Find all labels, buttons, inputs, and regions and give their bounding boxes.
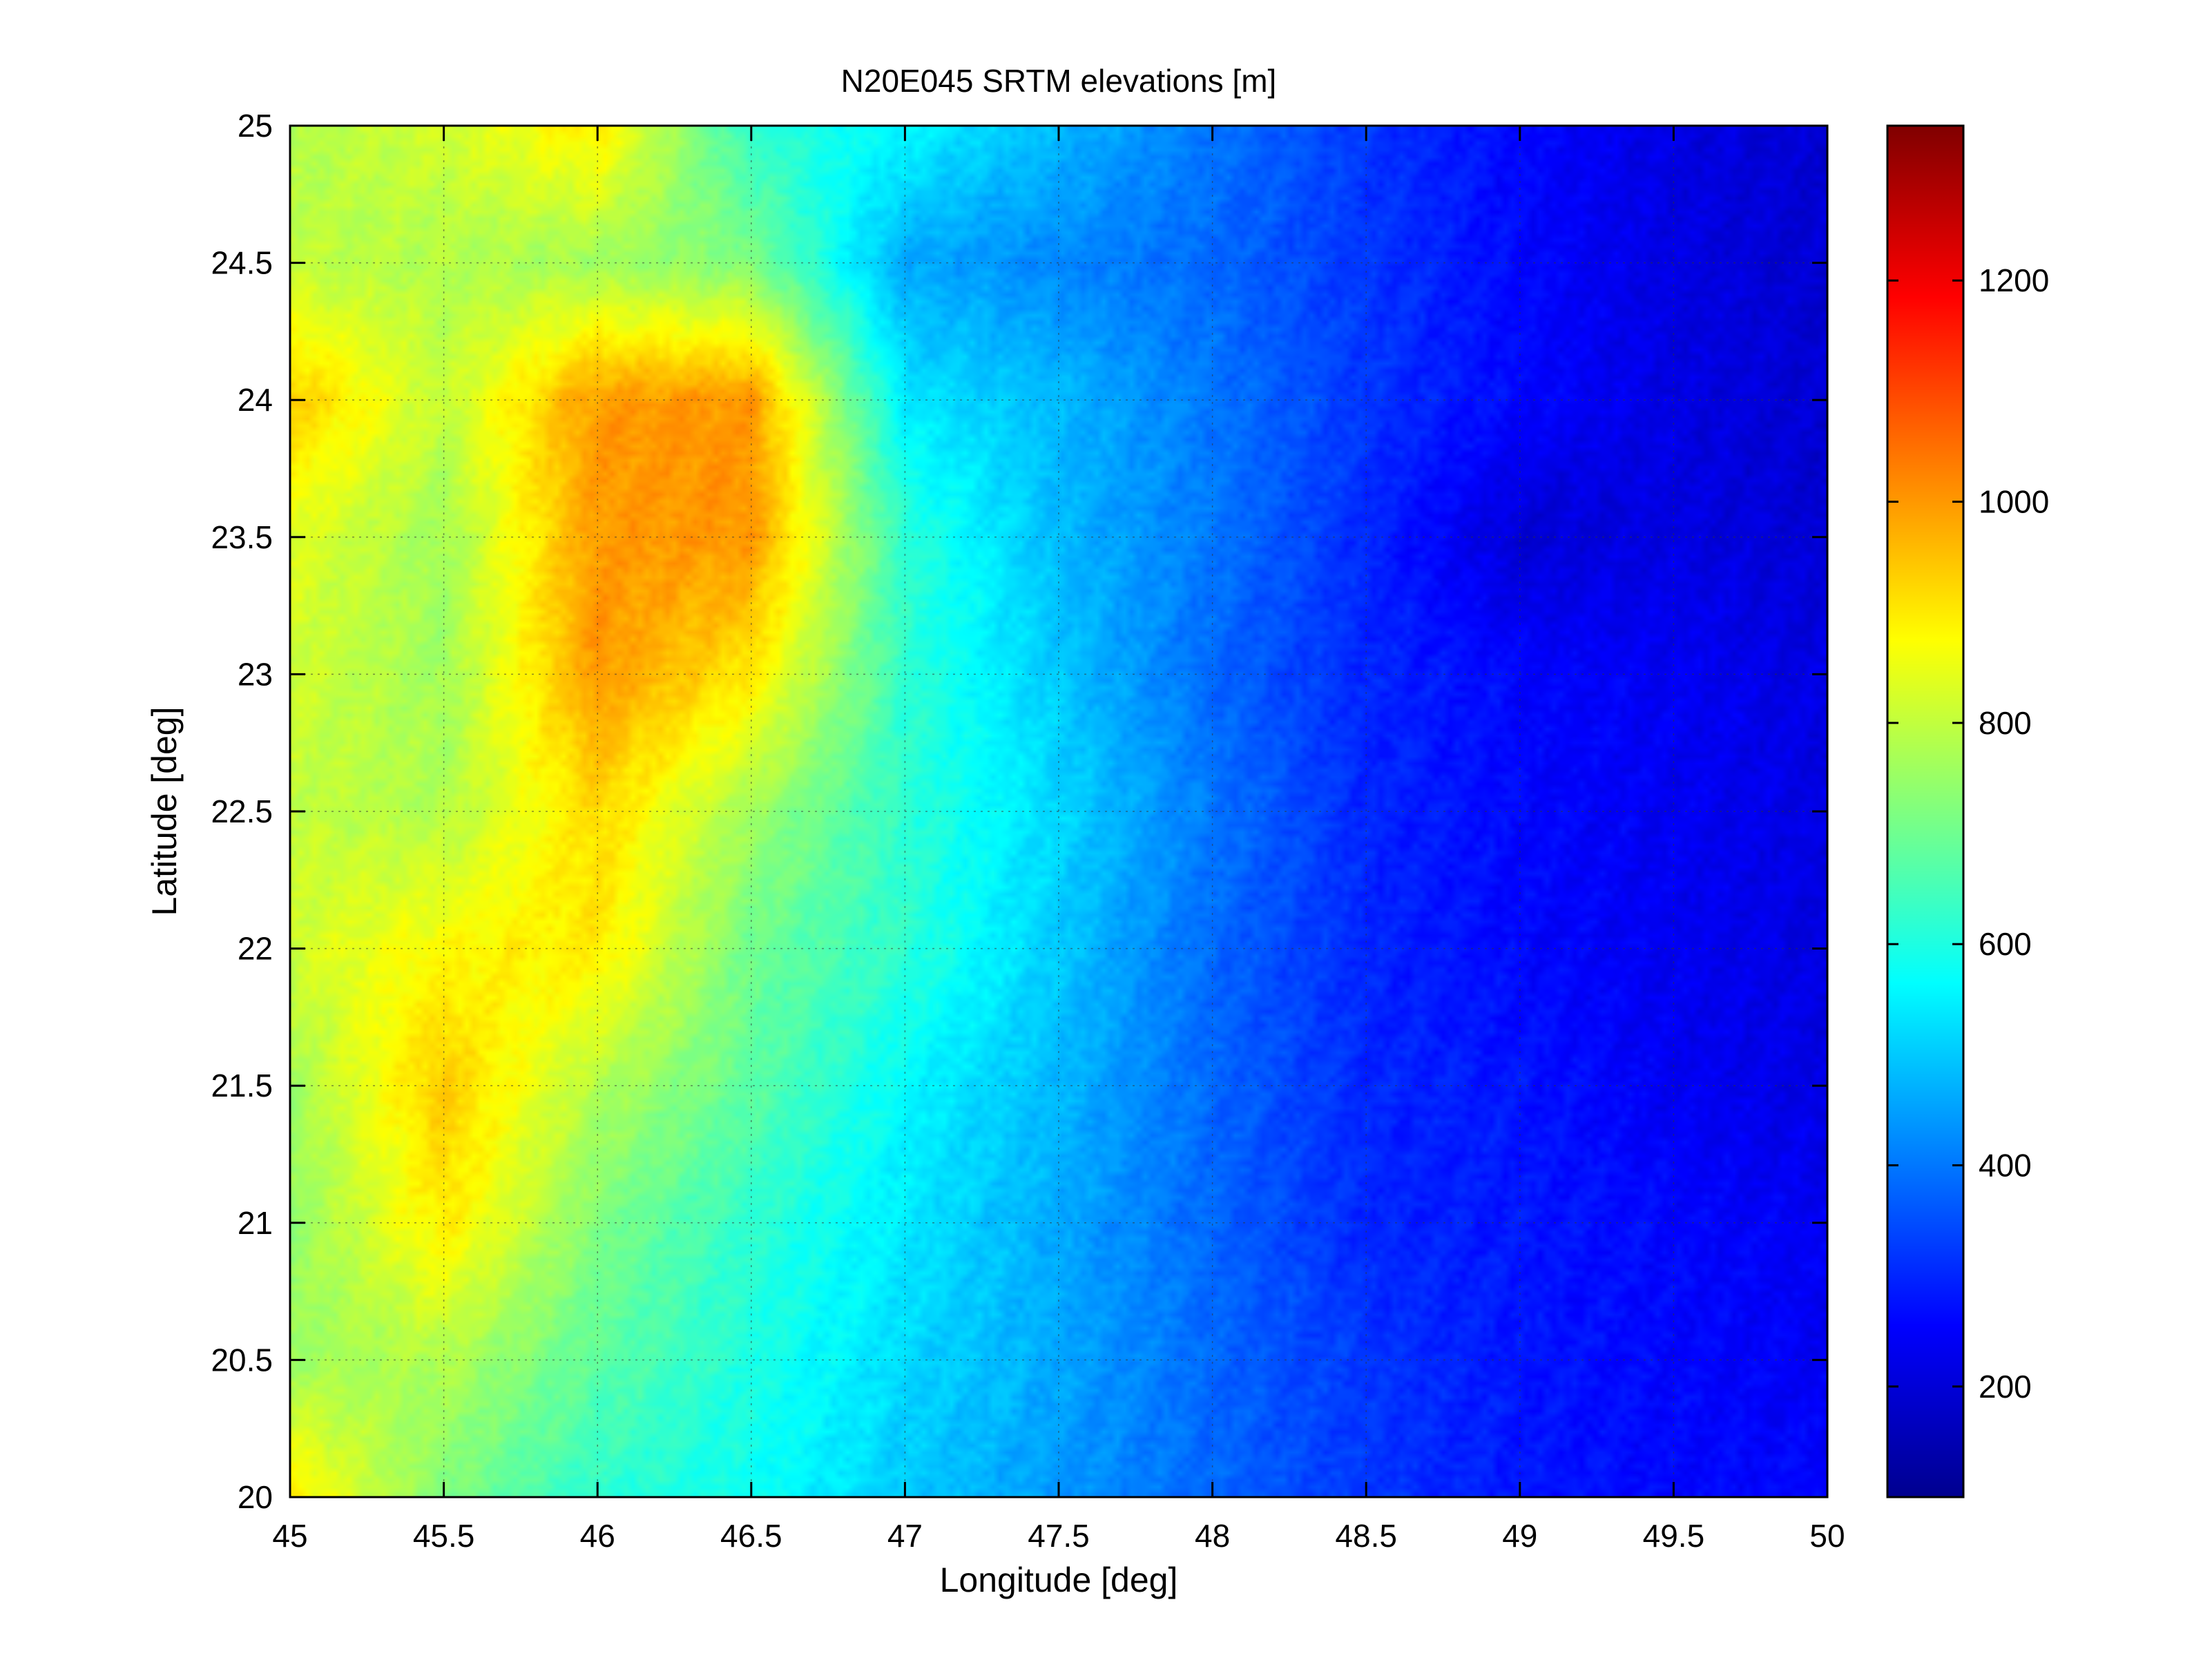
y-tick-label: 24.5 — [211, 245, 273, 281]
x-tick-labels: 45 45.5 46 46.5 47 47.5 48 48.5 49 49.5 50 — [272, 1518, 1845, 1554]
y-tick-label: 24 — [238, 382, 273, 418]
x-tick-label: 47.5 — [1028, 1518, 1090, 1554]
x-tick-label: 46.5 — [720, 1518, 782, 1554]
y-tick-label: 23 — [238, 656, 273, 692]
chart-title: N20E045 SRTM elevations [m] — [841, 63, 1277, 99]
x-tick-label: 48 — [1195, 1518, 1230, 1554]
x-tick-label: 50 — [1809, 1518, 1845, 1554]
x-axis-label: Longitude [deg] — [940, 1561, 1178, 1599]
y-tick-label: 23.5 — [211, 519, 273, 555]
colorbar-ticks: 200 400 600 800 1000 1200 — [1887, 262, 2049, 1405]
colorbar-tick-label: 1200 — [1979, 262, 2049, 298]
y-tick-label: 22.5 — [211, 793, 273, 829]
x-tick-label: 49 — [1502, 1518, 1537, 1554]
x-tick-label: 47 — [887, 1518, 923, 1554]
colorbar-tick-label: 200 — [1979, 1369, 2032, 1405]
y-tick-label: 20.5 — [211, 1342, 273, 1378]
y-tick-label: 22 — [238, 931, 273, 967]
y-axis-label: Latitude [deg] — [145, 706, 184, 916]
x-tick-label: 45.5 — [413, 1518, 475, 1554]
x-tick-label: 45 — [272, 1518, 307, 1554]
x-tick-label: 48.5 — [1335, 1518, 1397, 1554]
y-tick-labels: 20 20.5 21 21.5 22 22.5 23 23.5 24 24.5 25 — [211, 108, 273, 1515]
y-tick-label: 21 — [238, 1205, 273, 1241]
colorbar-tick-label: 1000 — [1979, 484, 2049, 520]
y-tick-label: 20 — [238, 1479, 273, 1515]
colorbar-gradient — [1887, 126, 1963, 1497]
colorbar-frame — [1886, 124, 1965, 1498]
colorbar-tick-label: 800 — [1979, 705, 2032, 741]
y-tick-label: 21.5 — [211, 1068, 273, 1103]
elevation-map — [289, 124, 1829, 1498]
x-tick-label: 49.5 — [1643, 1518, 1705, 1554]
plot-frame — [289, 124, 1829, 1498]
colorbar-tick-label: 400 — [1979, 1148, 2032, 1184]
x-tick-label: 46 — [580, 1518, 615, 1554]
y-tick-label: 25 — [238, 108, 273, 144]
grid-lines — [290, 126, 1827, 1497]
colorbar: 200 400 600 800 1000 1200 — [1886, 124, 2049, 1498]
colorbar-tick-label: 600 — [1979, 926, 2032, 962]
